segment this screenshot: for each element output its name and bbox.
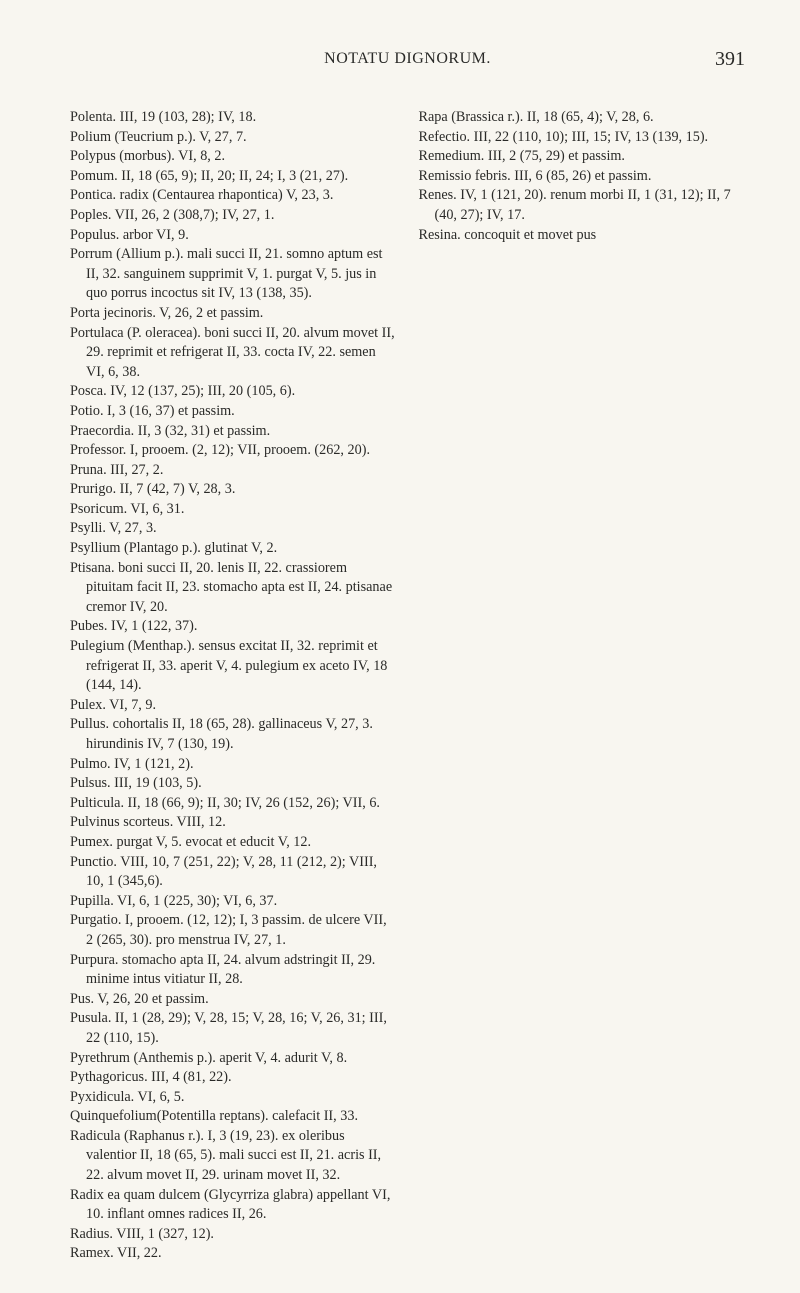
index-entry: Pruna. III, 27, 2. bbox=[70, 461, 397, 481]
index-entry: Remissio febris. III, 6 (85, 26) et pass… bbox=[419, 167, 746, 187]
index-entry: Porta jecinoris. V, 26, 2 et passim. bbox=[70, 304, 397, 324]
index-entry: Purgatio. I, prooem. (12, 12); I, 3 pass… bbox=[70, 911, 397, 950]
index-entry: Pullus. cohortalis II, 18 (65, 28). gall… bbox=[70, 715, 397, 754]
index-entry: Polium (Teucrium p.). V, 27, 7. bbox=[70, 128, 397, 148]
index-columns: Polenta. III, 19 (103, 28); IV, 18.Poliu… bbox=[70, 108, 745, 1273]
index-entry: Ptisana. boni succi II, 20. lenis II, 22… bbox=[70, 559, 397, 618]
index-entry: Psylli. V, 27, 3. bbox=[70, 519, 397, 539]
index-entry: Posca. IV, 12 (137, 25); III, 20 (105, 6… bbox=[70, 382, 397, 402]
page-number: 391 bbox=[715, 48, 745, 71]
index-entry: Pulticula. II, 18 (66, 9); II, 30; IV, 2… bbox=[70, 794, 397, 814]
index-entry: Potio. I, 3 (16, 37) et passim. bbox=[70, 402, 397, 422]
index-entry: Pyxidicula. VI, 6, 5. bbox=[70, 1088, 397, 1108]
index-entry: Populus. arbor VI, 9. bbox=[70, 226, 397, 246]
index-entry: Radix ea quam dulcem (Glycyrriza glabra)… bbox=[70, 1186, 397, 1225]
index-entry: Polypus (morbus). VI, 8, 2. bbox=[70, 147, 397, 167]
index-entry: Pubes. IV, 1 (122, 37). bbox=[70, 617, 397, 637]
index-entry: Pulex. VI, 7, 9. bbox=[70, 696, 397, 716]
index-entry: Pupilla. VI, 6, 1 (225, 30); VI, 6, 37. bbox=[70, 892, 397, 912]
index-entry: Refectio. III, 22 (110, 10); III, 15; IV… bbox=[419, 128, 746, 148]
index-entry: Pulmo. IV, 1 (121, 2). bbox=[70, 755, 397, 775]
index-entry: Pulvinus scorteus. VIII, 12. bbox=[70, 813, 397, 833]
index-entry: Pumex. purgat V, 5. evocat et educit V, … bbox=[70, 833, 397, 853]
index-entry: Pulsus. III, 19 (103, 5). bbox=[70, 774, 397, 794]
index-entry: Pulegium (Menthap.). sensus excitat II, … bbox=[70, 637, 397, 696]
index-entry: Pomum. II, 18 (65, 9); II, 20; II, 24; I… bbox=[70, 167, 397, 187]
index-entry: Renes. IV, 1 (121, 20). renum morbi II, … bbox=[419, 186, 746, 225]
index-entry: Professor. I, prooem. (2, 12); VII, proo… bbox=[70, 441, 397, 461]
index-entry: Pythagoricus. III, 4 (81, 22). bbox=[70, 1068, 397, 1088]
running-head: NOTATU DIGNORUM. bbox=[324, 50, 491, 68]
index-entry: Psoricum. VI, 6, 31. bbox=[70, 500, 397, 520]
index-entry: Praecordia. II, 3 (32, 31) et passim. bbox=[70, 422, 397, 442]
index-entry: Remedium. III, 2 (75, 29) et passim. bbox=[419, 147, 746, 167]
index-entry: Ramex. VII, 22. bbox=[70, 1244, 397, 1264]
index-entry: Rapa (Brassica r.). II, 18 (65, 4); V, 2… bbox=[419, 108, 746, 128]
index-entry: Resina. concoquit et movet pus bbox=[419, 226, 746, 246]
index-entry: Porrum (Allium p.). mali succi II, 21. s… bbox=[70, 245, 397, 304]
index-entry: Pontica. radix (Centaurea rhapontica) V,… bbox=[70, 186, 397, 206]
index-entry: Portulaca (P. oleracea). boni succi II, … bbox=[70, 324, 397, 383]
index-entry: Psyllium (Plantago p.). glutinat V, 2. bbox=[70, 539, 397, 559]
page-header: NOTATU DIGNORUM. 391 bbox=[70, 50, 745, 90]
index-entry: Pyrethrum (Anthemis p.). aperit V, 4. ad… bbox=[70, 1049, 397, 1069]
book-page: NOTATU DIGNORUM. 391 Polenta. III, 19 (1… bbox=[0, 0, 800, 1293]
index-entry: Purpura. stomacho apta II, 24. alvum ads… bbox=[70, 951, 397, 990]
index-entry: Pusula. II, 1 (28, 29); V, 28, 15; V, 28… bbox=[70, 1009, 397, 1048]
index-entry: Radicula (Raphanus r.). I, 3 (19, 23). e… bbox=[70, 1127, 397, 1186]
index-entry: Prurigo. II, 7 (42, 7) V, 28, 3. bbox=[70, 480, 397, 500]
index-entry: Poples. VII, 26, 2 (308,7); IV, 27, 1. bbox=[70, 206, 397, 226]
index-entry: Polenta. III, 19 (103, 28); IV, 18. bbox=[70, 108, 397, 128]
index-entry: Radius. VIII, 1 (327, 12). bbox=[70, 1225, 397, 1245]
index-entry: Punctio. VIII, 10, 7 (251, 22); V, 28, 1… bbox=[70, 853, 397, 892]
index-entry: Quinquefolium(Potentilla reptans). calef… bbox=[70, 1107, 397, 1127]
index-entry: Pus. V, 26, 20 et passim. bbox=[70, 990, 397, 1010]
